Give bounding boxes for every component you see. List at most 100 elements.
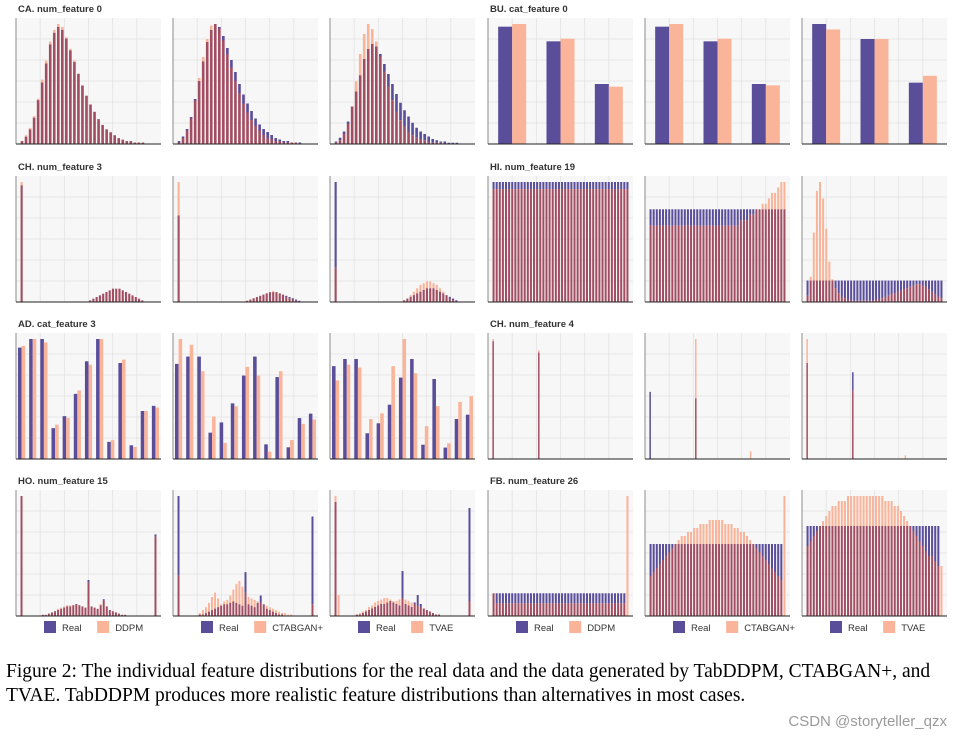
bar-overlap	[658, 225, 661, 302]
bar-synthetic	[714, 520, 717, 544]
bar-synthetic	[66, 417, 70, 459]
bar-real	[665, 209, 668, 226]
bar-synthetic	[189, 344, 194, 459]
bar-real	[878, 280, 881, 300]
bar-overlap	[856, 526, 859, 616]
bar-synthetic	[696, 528, 699, 544]
bar-overlap	[121, 139, 125, 144]
bar-overlap	[81, 606, 84, 616]
subplot-panel	[801, 490, 947, 617]
bar-overlap	[177, 575, 180, 616]
bar-overlap	[428, 611, 431, 616]
bar-overlap	[185, 130, 189, 144]
bar-real	[379, 54, 382, 57]
bar-synthetic	[277, 611, 280, 615]
bar-synthetic	[409, 295, 412, 297]
bar-overlap	[561, 603, 564, 616]
bar-overlap	[338, 140, 342, 144]
bar-real	[927, 280, 931, 290]
bar-synthetic	[718, 520, 721, 544]
bar-real	[443, 447, 448, 459]
bar-real	[671, 209, 674, 226]
bar-overlap	[620, 603, 623, 616]
bar-overlap	[108, 290, 111, 302]
bar-real	[451, 142, 455, 144]
bar-synthetic	[868, 496, 871, 526]
subplot-panel	[172, 18, 318, 145]
bar-real	[601, 593, 604, 604]
bar-overlap	[724, 544, 727, 616]
bar-real	[770, 544, 774, 568]
bar-overlap	[649, 225, 652, 302]
bar-real	[853, 280, 856, 301]
bar-synthetic	[366, 24, 370, 49]
bar-synthetic	[429, 281, 432, 289]
bar-synthetic	[204, 607, 207, 614]
bar-real	[542, 182, 545, 190]
bar-overlap	[93, 111, 96, 144]
bar-real	[623, 593, 626, 604]
bar-synthetic	[749, 451, 752, 459]
bar-real	[847, 280, 850, 300]
bar-overlap	[274, 141, 278, 144]
bar-synthetic	[881, 496, 884, 526]
bar-real	[40, 339, 44, 459]
bar-overlap	[258, 130, 261, 144]
bar-synthetic	[402, 339, 407, 459]
bar-overlap	[940, 298, 943, 302]
bar-overlap	[585, 603, 588, 616]
bar-overlap	[665, 556, 668, 616]
legend-label-real: Real	[534, 623, 554, 634]
bar-real	[937, 526, 940, 566]
bar-overlap	[244, 592, 247, 616]
bar-overlap	[576, 189, 579, 302]
bar-overlap	[517, 603, 520, 616]
bar-overlap	[752, 214, 755, 302]
bar-overlap	[671, 548, 674, 616]
bar-real	[455, 142, 459, 144]
bar-overlap	[198, 614, 201, 616]
bar-real	[674, 209, 677, 226]
bar-overlap	[401, 598, 404, 616]
bar-real	[865, 280, 868, 301]
bar-overlap	[576, 603, 579, 616]
bar-real	[533, 182, 536, 190]
bar-synthetic	[413, 373, 418, 459]
bar-real	[912, 280, 915, 286]
bar-real	[443, 141, 447, 144]
bar-synthetic	[884, 501, 887, 526]
bar-synthetic	[761, 203, 764, 210]
bar-synthetic	[217, 598, 220, 608]
bar-synthetic	[383, 598, 386, 604]
bar-real	[850, 280, 853, 301]
bar-real	[246, 103, 249, 113]
bar-synthetic	[826, 29, 841, 145]
legend-right: Real CTABGAN+	[673, 621, 795, 634]
bar-synthetic	[337, 595, 340, 616]
bar-real	[918, 280, 921, 285]
bar-overlap	[548, 189, 551, 302]
bar-synthetic	[746, 536, 749, 544]
chart-block: CH. num_feature 4	[487, 319, 947, 460]
bar-overlap	[806, 546, 809, 616]
bar-overlap	[407, 605, 410, 616]
bar-real	[856, 280, 859, 301]
bar-real	[495, 182, 498, 190]
bar-real	[262, 129, 265, 135]
bar-overlap	[859, 300, 862, 302]
bar-overlap	[438, 614, 441, 616]
bar-real	[714, 209, 717, 226]
bar-overlap	[601, 603, 604, 616]
bar-real	[924, 280, 927, 287]
bar-synthetic	[144, 411, 148, 459]
bar-overlap	[334, 502, 337, 616]
bar-real	[294, 299, 298, 301]
bar-overlap	[230, 67, 233, 144]
bar-real	[884, 280, 887, 297]
bar-synthetic	[226, 599, 229, 605]
bar-real	[812, 24, 827, 144]
bar-overlap	[884, 526, 887, 616]
subplot-panel	[329, 176, 475, 303]
bar-overlap	[912, 285, 915, 302]
bar-overlap	[680, 225, 683, 302]
